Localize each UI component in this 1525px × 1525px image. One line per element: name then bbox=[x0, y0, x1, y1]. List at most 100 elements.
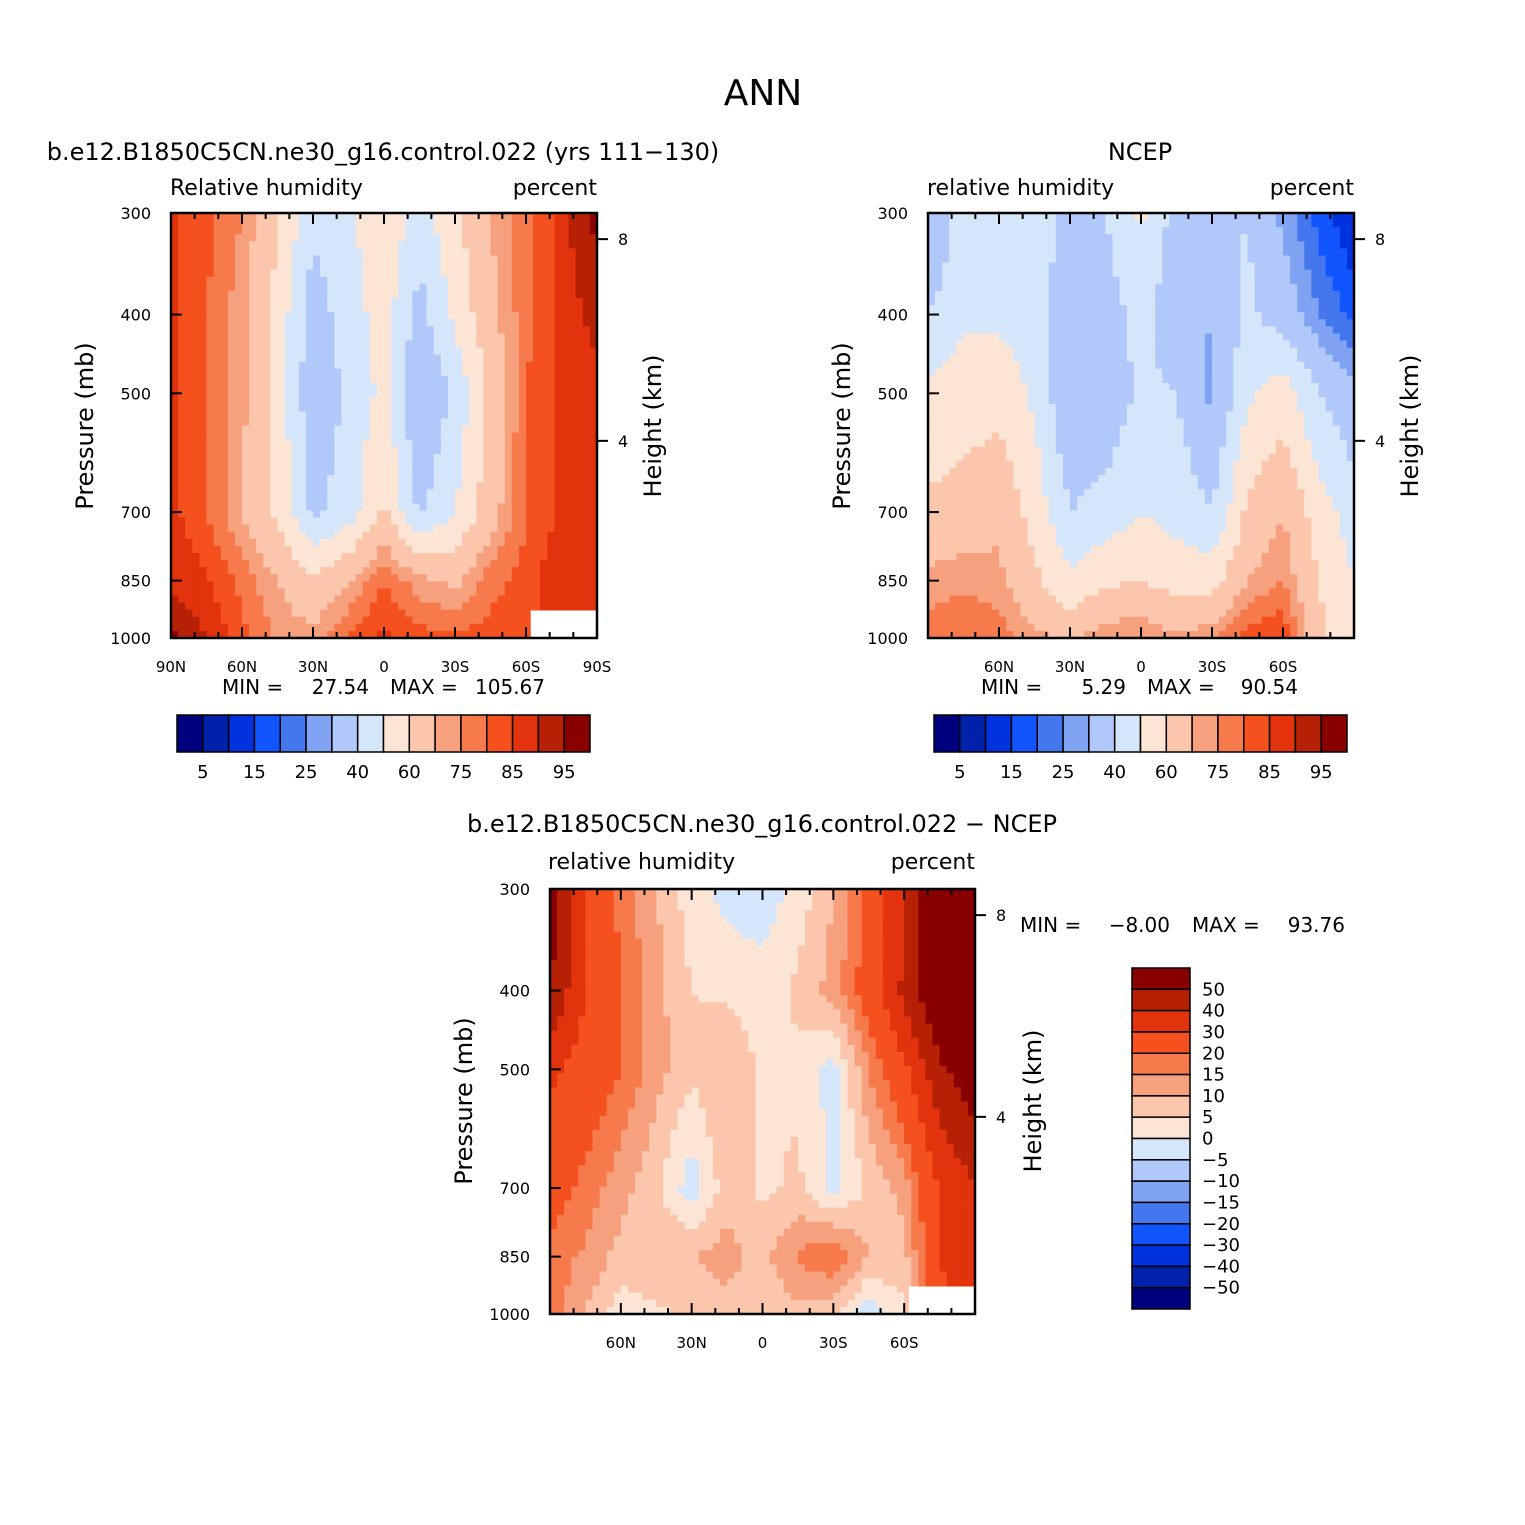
field-cell bbox=[213, 553, 222, 561]
field-cell bbox=[1126, 227, 1135, 235]
field-cell bbox=[1318, 347, 1327, 356]
field-cell bbox=[469, 354, 477, 363]
field-cell bbox=[447, 262, 456, 271]
field-cell bbox=[589, 397, 598, 405]
field-cell bbox=[220, 312, 229, 320]
field-cell bbox=[192, 404, 200, 412]
field-cell bbox=[440, 298, 449, 306]
field-cell bbox=[284, 432, 293, 441]
field-cell bbox=[440, 588, 449, 597]
field-cell bbox=[391, 340, 399, 349]
panel-ncep-title: NCEP bbox=[1108, 138, 1172, 166]
field-cell bbox=[1070, 305, 1078, 313]
field-cell bbox=[313, 538, 321, 547]
field-cell bbox=[1204, 347, 1213, 356]
field-cell bbox=[540, 276, 548, 285]
field-cell bbox=[433, 588, 442, 597]
field-cell bbox=[291, 234, 300, 242]
field-cell bbox=[1197, 269, 1206, 278]
field-cell bbox=[234, 361, 243, 370]
field-cell bbox=[504, 425, 513, 434]
field-cell bbox=[334, 439, 342, 448]
field-cell bbox=[1169, 326, 1178, 335]
field-cell bbox=[518, 375, 527, 384]
field-cell bbox=[1091, 227, 1099, 235]
field-cell bbox=[305, 602, 314, 611]
field-cell bbox=[1283, 326, 1291, 335]
field-cell bbox=[928, 290, 936, 299]
field-cell bbox=[1275, 347, 1284, 356]
field-cell bbox=[242, 347, 250, 356]
field-cell bbox=[504, 503, 513, 512]
field-cell bbox=[462, 489, 470, 497]
field-cell bbox=[256, 347, 264, 356]
field-cell bbox=[483, 595, 492, 604]
field-cell bbox=[1283, 234, 1291, 242]
field-cell bbox=[398, 581, 406, 590]
field-cell bbox=[341, 319, 350, 327]
field-cell bbox=[305, 262, 314, 271]
field-cell bbox=[291, 361, 300, 370]
field-cell bbox=[928, 213, 936, 221]
field-cell bbox=[589, 213, 598, 221]
field-cell bbox=[582, 460, 591, 469]
field-cell bbox=[1006, 340, 1014, 349]
field-cell bbox=[533, 446, 541, 455]
panel-model-min-value: 27.54 bbox=[312, 675, 369, 699]
field-cell bbox=[1041, 340, 1050, 349]
field-cell bbox=[313, 227, 321, 235]
field-cell bbox=[1055, 269, 1064, 278]
field-cell bbox=[348, 213, 357, 221]
field-cell bbox=[192, 425, 200, 434]
field-cell bbox=[298, 290, 307, 299]
field-cell bbox=[1190, 312, 1199, 320]
field-cell bbox=[455, 361, 463, 370]
field-cell bbox=[1240, 290, 1249, 299]
field-cell bbox=[256, 602, 264, 611]
field-cell bbox=[419, 290, 428, 299]
field-cell bbox=[362, 496, 371, 505]
field-cell bbox=[1176, 298, 1185, 306]
field-cell bbox=[249, 305, 257, 313]
field-cell bbox=[384, 390, 392, 398]
field-cell bbox=[1325, 319, 1334, 327]
field-cell bbox=[977, 298, 986, 306]
field-cell bbox=[1318, 333, 1327, 342]
field-cell bbox=[405, 517, 413, 526]
field-cell bbox=[568, 460, 577, 469]
field-cell bbox=[426, 234, 435, 242]
field-cell bbox=[398, 595, 406, 604]
field-cell bbox=[355, 560, 364, 568]
field-cell bbox=[171, 510, 179, 519]
field-cell bbox=[440, 630, 449, 639]
field-cell bbox=[455, 538, 463, 547]
field-cell bbox=[412, 361, 421, 370]
field-cell bbox=[398, 326, 406, 335]
field-cell bbox=[1212, 241, 1220, 250]
field-cell bbox=[192, 595, 200, 604]
field-cell bbox=[320, 333, 328, 342]
field-cell bbox=[171, 283, 179, 292]
field-cell bbox=[547, 276, 555, 285]
field-cell bbox=[419, 269, 428, 278]
field-cell bbox=[490, 383, 499, 391]
field-cell bbox=[440, 524, 449, 533]
field-cell bbox=[369, 630, 378, 639]
field-cell bbox=[1098, 347, 1107, 356]
field-cell bbox=[490, 531, 499, 540]
field-cell bbox=[1346, 283, 1355, 292]
field-cell bbox=[199, 276, 208, 285]
field-cell bbox=[999, 340, 1007, 349]
field-cell bbox=[928, 361, 936, 370]
field-cell bbox=[1112, 319, 1121, 327]
field-cell bbox=[362, 354, 371, 363]
field-cell bbox=[376, 602, 385, 611]
field-cell bbox=[213, 425, 222, 434]
field-cell bbox=[1006, 248, 1014, 257]
field-cell bbox=[582, 517, 591, 526]
field-cell bbox=[1226, 234, 1234, 242]
field-cell bbox=[334, 404, 342, 412]
field-cell bbox=[384, 383, 392, 391]
field-cell bbox=[554, 545, 563, 554]
field-cell bbox=[277, 383, 286, 391]
